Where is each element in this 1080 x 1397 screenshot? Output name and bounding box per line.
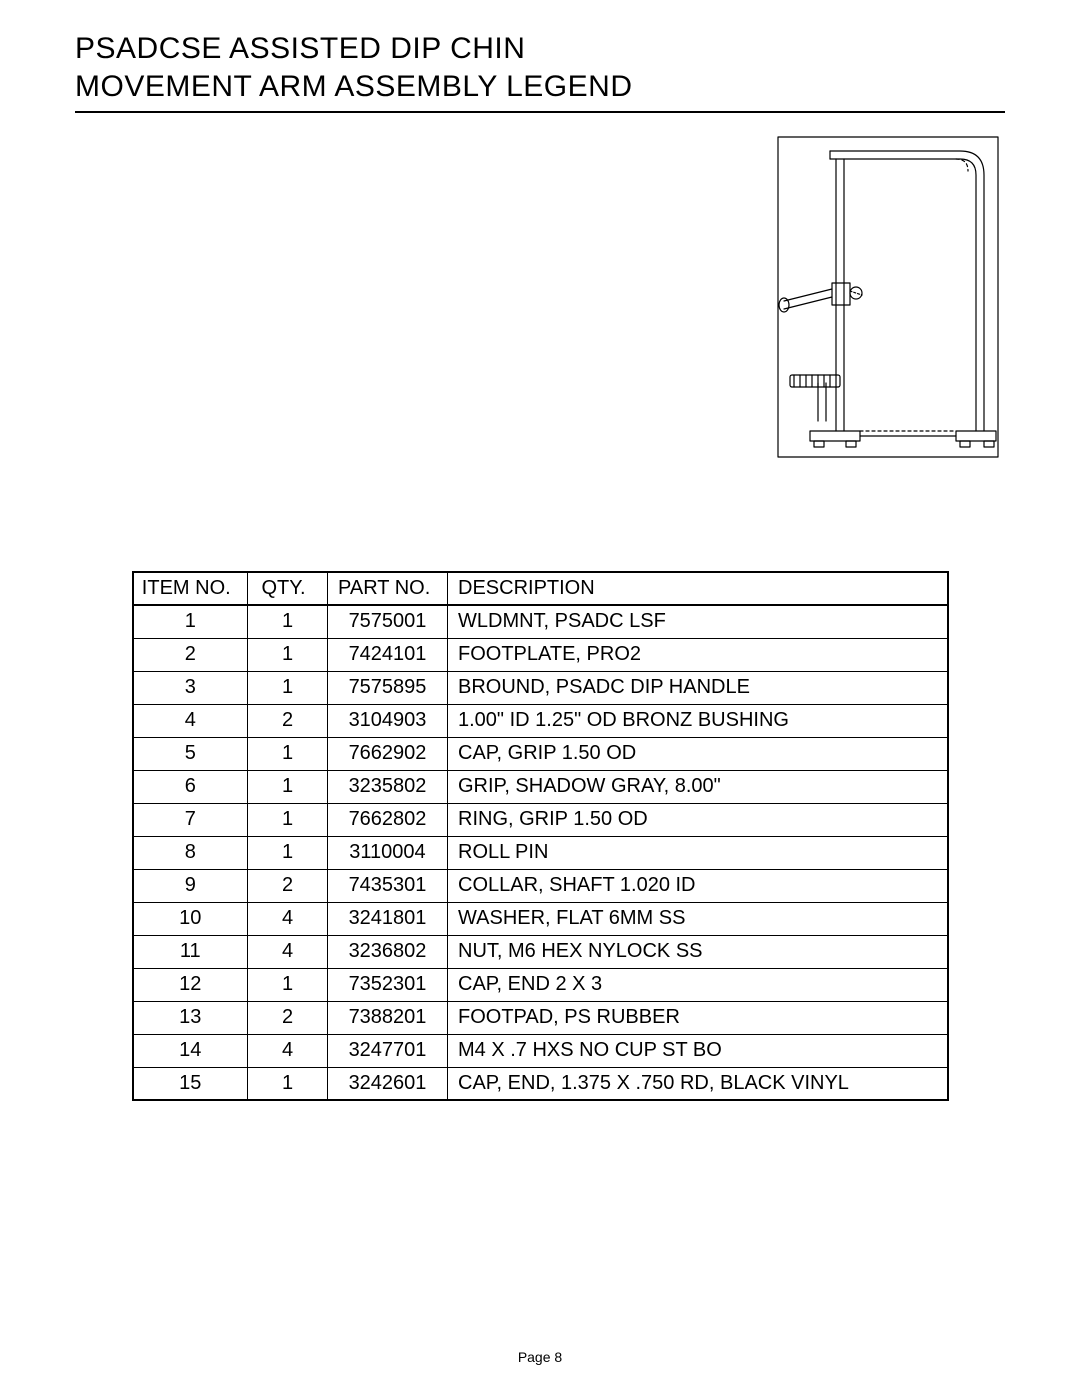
cell-desc: RING, GRIP 1.50 OD bbox=[448, 803, 948, 836]
cell-item: 4 bbox=[133, 704, 248, 737]
cell-desc: NUT, M6 HEX NYLOCK SS bbox=[448, 935, 948, 968]
table-row: 927435301COLLAR, SHAFT 1.020 ID bbox=[133, 869, 948, 902]
table-row: 1217352301CAP, END 2 X 3 bbox=[133, 968, 948, 1001]
cell-qty: 1 bbox=[248, 770, 328, 803]
cell-item: 11 bbox=[133, 935, 248, 968]
cell-item: 7 bbox=[133, 803, 248, 836]
cell-qty: 1 bbox=[248, 836, 328, 869]
cell-qty: 2 bbox=[248, 704, 328, 737]
cell-part: 3236802 bbox=[328, 935, 448, 968]
parts-table: ITEM NO. QTY. PART NO. DESCRIPTION 11757… bbox=[132, 571, 949, 1101]
cell-qty: 4 bbox=[248, 935, 328, 968]
table-row: 1443247701M4 X .7 HXS NO CUP ST BO bbox=[133, 1034, 948, 1067]
cell-qty: 1 bbox=[248, 671, 328, 704]
page-number: Page 8 bbox=[0, 1349, 1080, 1365]
cell-qty: 2 bbox=[248, 869, 328, 902]
table-row: 1143236802NUT, M6 HEX NYLOCK SS bbox=[133, 935, 948, 968]
cell-part: 7575895 bbox=[328, 671, 448, 704]
cell-item: 8 bbox=[133, 836, 248, 869]
table-row: 217424101FOOTPLATE, PRO2 bbox=[133, 638, 948, 671]
cell-qty: 2 bbox=[248, 1001, 328, 1034]
page: PSADCSE ASSISTED DIP CHIN MOVEMENT ARM A… bbox=[0, 0, 1080, 1397]
cell-part: 7352301 bbox=[328, 968, 448, 1001]
cell-part: 7424101 bbox=[328, 638, 448, 671]
cell-desc: BROUND, PSADC DIP HANDLE bbox=[448, 671, 948, 704]
cell-desc: CAP, END 2 X 3 bbox=[448, 968, 948, 1001]
cell-desc: CAP, END, 1.375 X .750 RD, BLACK VINYL bbox=[448, 1067, 948, 1100]
table-header: ITEM NO. QTY. PART NO. DESCRIPTION bbox=[133, 572, 948, 605]
col-part-no: PART NO. bbox=[328, 572, 448, 605]
table-row: 517662902CAP, GRIP 1.50 OD bbox=[133, 737, 948, 770]
cell-part: 7575001 bbox=[328, 605, 448, 638]
table-body: 117575001WLDMNT, PSADC LSF217424101FOOTP… bbox=[133, 605, 948, 1100]
table-row: 1043241801WASHER, FLAT 6MM SS bbox=[133, 902, 948, 935]
assembly-diagram bbox=[760, 131, 1005, 461]
cell-item: 13 bbox=[133, 1001, 248, 1034]
cell-part: 3104903 bbox=[328, 704, 448, 737]
cell-item: 12 bbox=[133, 968, 248, 1001]
cell-item: 15 bbox=[133, 1067, 248, 1100]
page-title: PSADCSE ASSISTED DIP CHIN MOVEMENT ARM A… bbox=[75, 30, 1005, 105]
table-row: 717662802RING, GRIP 1.50 OD bbox=[133, 803, 948, 836]
cell-qty: 1 bbox=[248, 968, 328, 1001]
table-row: 1513242601CAP, END, 1.375 X .750 RD, BLA… bbox=[133, 1067, 948, 1100]
cell-part: 3242601 bbox=[328, 1067, 448, 1100]
col-qty: QTY. bbox=[248, 572, 328, 605]
cell-qty: 1 bbox=[248, 803, 328, 836]
cell-desc: M4 X .7 HXS NO CUP ST BO bbox=[448, 1034, 948, 1067]
cell-desc: FOOTPLATE, PRO2 bbox=[448, 638, 948, 671]
cell-desc: ROLL PIN bbox=[448, 836, 948, 869]
cell-item: 1 bbox=[133, 605, 248, 638]
cell-item: 5 bbox=[133, 737, 248, 770]
cell-desc: COLLAR, SHAFT 1.020 ID bbox=[448, 869, 948, 902]
cell-item: 10 bbox=[133, 902, 248, 935]
cell-qty: 1 bbox=[248, 1067, 328, 1100]
cell-part: 7662902 bbox=[328, 737, 448, 770]
cell-item: 9 bbox=[133, 869, 248, 902]
diagram-container bbox=[75, 131, 1005, 461]
cell-part: 3235802 bbox=[328, 770, 448, 803]
cell-part: 7388201 bbox=[328, 1001, 448, 1034]
table-row: 613235802GRIP, SHADOW GRAY, 8.00" bbox=[133, 770, 948, 803]
cell-part: 7435301 bbox=[328, 869, 448, 902]
cell-desc: WLDMNT, PSADC LSF bbox=[448, 605, 948, 638]
cell-desc: 1.00" ID 1.25" OD BRONZ BUSHING bbox=[448, 704, 948, 737]
table-row: 1327388201FOOTPAD, PS RUBBER bbox=[133, 1001, 948, 1034]
cell-desc: CAP, GRIP 1.50 OD bbox=[448, 737, 948, 770]
cell-part: 3247701 bbox=[328, 1034, 448, 1067]
cell-part: 3110004 bbox=[328, 836, 448, 869]
cell-qty: 1 bbox=[248, 605, 328, 638]
cell-part: 3241801 bbox=[328, 902, 448, 935]
title-line-1: PSADCSE ASSISTED DIP CHIN bbox=[75, 32, 525, 65]
title-underline bbox=[75, 111, 1005, 113]
cell-qty: 4 bbox=[248, 1034, 328, 1067]
cell-desc: WASHER, FLAT 6MM SS bbox=[448, 902, 948, 935]
table-row: 813110004ROLL PIN bbox=[133, 836, 948, 869]
table-row: 317575895BROUND, PSADC DIP HANDLE bbox=[133, 671, 948, 704]
cell-item: 14 bbox=[133, 1034, 248, 1067]
cell-item: 2 bbox=[133, 638, 248, 671]
cell-qty: 4 bbox=[248, 902, 328, 935]
cell-desc: FOOTPAD, PS RUBBER bbox=[448, 1001, 948, 1034]
title-line-2: MOVEMENT ARM ASSEMBLY LEGEND bbox=[75, 70, 633, 103]
cell-desc: GRIP, SHADOW GRAY, 8.00" bbox=[448, 770, 948, 803]
table-row: 117575001WLDMNT, PSADC LSF bbox=[133, 605, 948, 638]
cell-qty: 1 bbox=[248, 638, 328, 671]
cell-qty: 1 bbox=[248, 737, 328, 770]
cell-item: 6 bbox=[133, 770, 248, 803]
table-row: 4231049031.00" ID 1.25" OD BRONZ BUSHING bbox=[133, 704, 948, 737]
cell-part: 7662802 bbox=[328, 803, 448, 836]
col-description: DESCRIPTION bbox=[448, 572, 948, 605]
cell-item: 3 bbox=[133, 671, 248, 704]
col-item-no: ITEM NO. bbox=[133, 572, 248, 605]
